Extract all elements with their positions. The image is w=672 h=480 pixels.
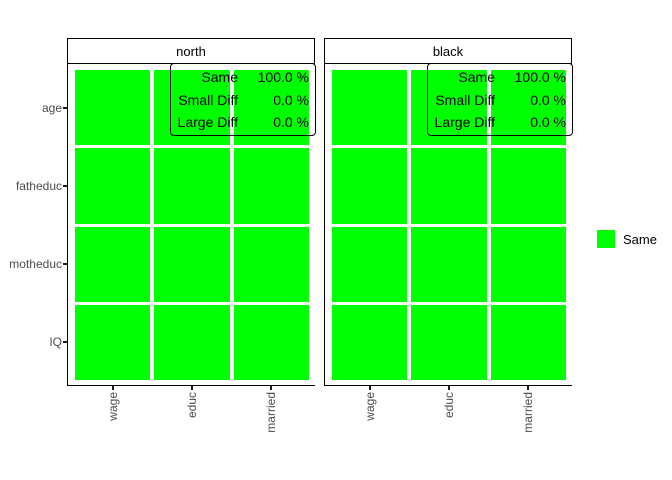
tile-cell xyxy=(332,148,408,224)
x-axis-label-educ: educ xyxy=(442,392,456,419)
x-tick xyxy=(448,386,450,390)
x-axis-label-educ: educ xyxy=(185,392,199,419)
summary-row: Large Diff 0.0 % xyxy=(177,111,309,133)
summary-label: Large Diff xyxy=(434,113,495,130)
tile-cell xyxy=(411,148,487,224)
tile-cell xyxy=(490,304,566,380)
tile-cell xyxy=(233,304,309,380)
tile-cell xyxy=(75,148,151,224)
summary-value: 0.0 % xyxy=(273,113,309,130)
tile-cell xyxy=(233,148,309,224)
y-tick xyxy=(63,185,67,187)
summary-label: Small Diff xyxy=(178,91,238,108)
x-axis-label-married: married xyxy=(521,392,535,433)
summary-value: 100.0 % xyxy=(257,69,309,86)
summary-label: Same xyxy=(201,69,238,86)
summary-value: 0.0 % xyxy=(273,91,309,108)
tile-cell xyxy=(332,70,408,146)
summary-row: Small Diff 0.0 % xyxy=(177,89,309,111)
summary-label: Same xyxy=(458,69,495,86)
tile-cell xyxy=(332,304,408,380)
tile-cell xyxy=(154,304,230,380)
tile-cell xyxy=(75,226,151,302)
summary-value: 0.0 % xyxy=(530,91,566,108)
summary-row: Large Diff 0.0 % xyxy=(434,111,566,133)
tile-cell xyxy=(75,304,151,380)
y-axis-label-fatheduc: fatheduc xyxy=(15,179,62,193)
facet-strip-north: north xyxy=(67,38,315,64)
summary-value: 100.0 % xyxy=(514,69,566,86)
legend: Same xyxy=(597,230,657,248)
legend-label-same: Same xyxy=(623,231,657,247)
panel-black xyxy=(324,64,572,386)
tile-cell xyxy=(154,70,230,146)
summary-row: Same 100.0 % xyxy=(434,66,566,88)
summary-value: 0.0 % xyxy=(530,113,566,130)
y-axis-label-age: age xyxy=(41,101,62,115)
tile-grid-north xyxy=(75,70,309,380)
tile-cell xyxy=(154,148,230,224)
facet-strip-label: black xyxy=(432,43,464,59)
y-tick xyxy=(63,341,67,343)
summary-row: Same 100.0 % xyxy=(177,66,309,88)
summary-label: Small Diff xyxy=(435,91,495,108)
summary-box-black: Same 100.0 % Small Diff 0.0 % Large Diff… xyxy=(427,63,573,136)
tile-cell xyxy=(411,70,487,146)
tile-cell xyxy=(490,226,566,302)
x-axis-label-wage: wage xyxy=(106,392,120,421)
summary-box-north: Same 100.0 % Small Diff 0.0 % Large Diff… xyxy=(170,63,316,136)
x-tick xyxy=(112,386,114,390)
tile-cell xyxy=(332,226,408,302)
y-tick xyxy=(63,107,67,109)
x-tick xyxy=(270,386,272,390)
x-axis-label-married: married xyxy=(264,392,278,433)
tile-grid-black xyxy=(332,70,566,380)
legend-key-same xyxy=(597,230,615,248)
x-axis-label-wage: wage xyxy=(363,392,377,421)
summary-row: Small Diff 0.0 % xyxy=(434,89,566,111)
y-axis-label-motheduc: motheduc xyxy=(9,257,62,271)
tile-cell xyxy=(75,70,151,146)
tile-cell xyxy=(233,70,309,146)
tile-cell xyxy=(411,226,487,302)
facet-strip-black: black xyxy=(324,38,572,64)
x-tick xyxy=(191,386,193,390)
tile-cell xyxy=(411,304,487,380)
tile-cell xyxy=(154,226,230,302)
tile-cell xyxy=(490,148,566,224)
panel-north xyxy=(67,64,315,386)
tile-cell xyxy=(490,70,566,146)
tile-cell xyxy=(233,226,309,302)
y-axis-label-iq: IQ xyxy=(49,335,62,349)
y-tick xyxy=(63,263,67,265)
facet-strip-label: north xyxy=(176,43,206,59)
x-tick xyxy=(369,386,371,390)
summary-label: Large Diff xyxy=(177,113,238,130)
x-tick xyxy=(527,386,529,390)
